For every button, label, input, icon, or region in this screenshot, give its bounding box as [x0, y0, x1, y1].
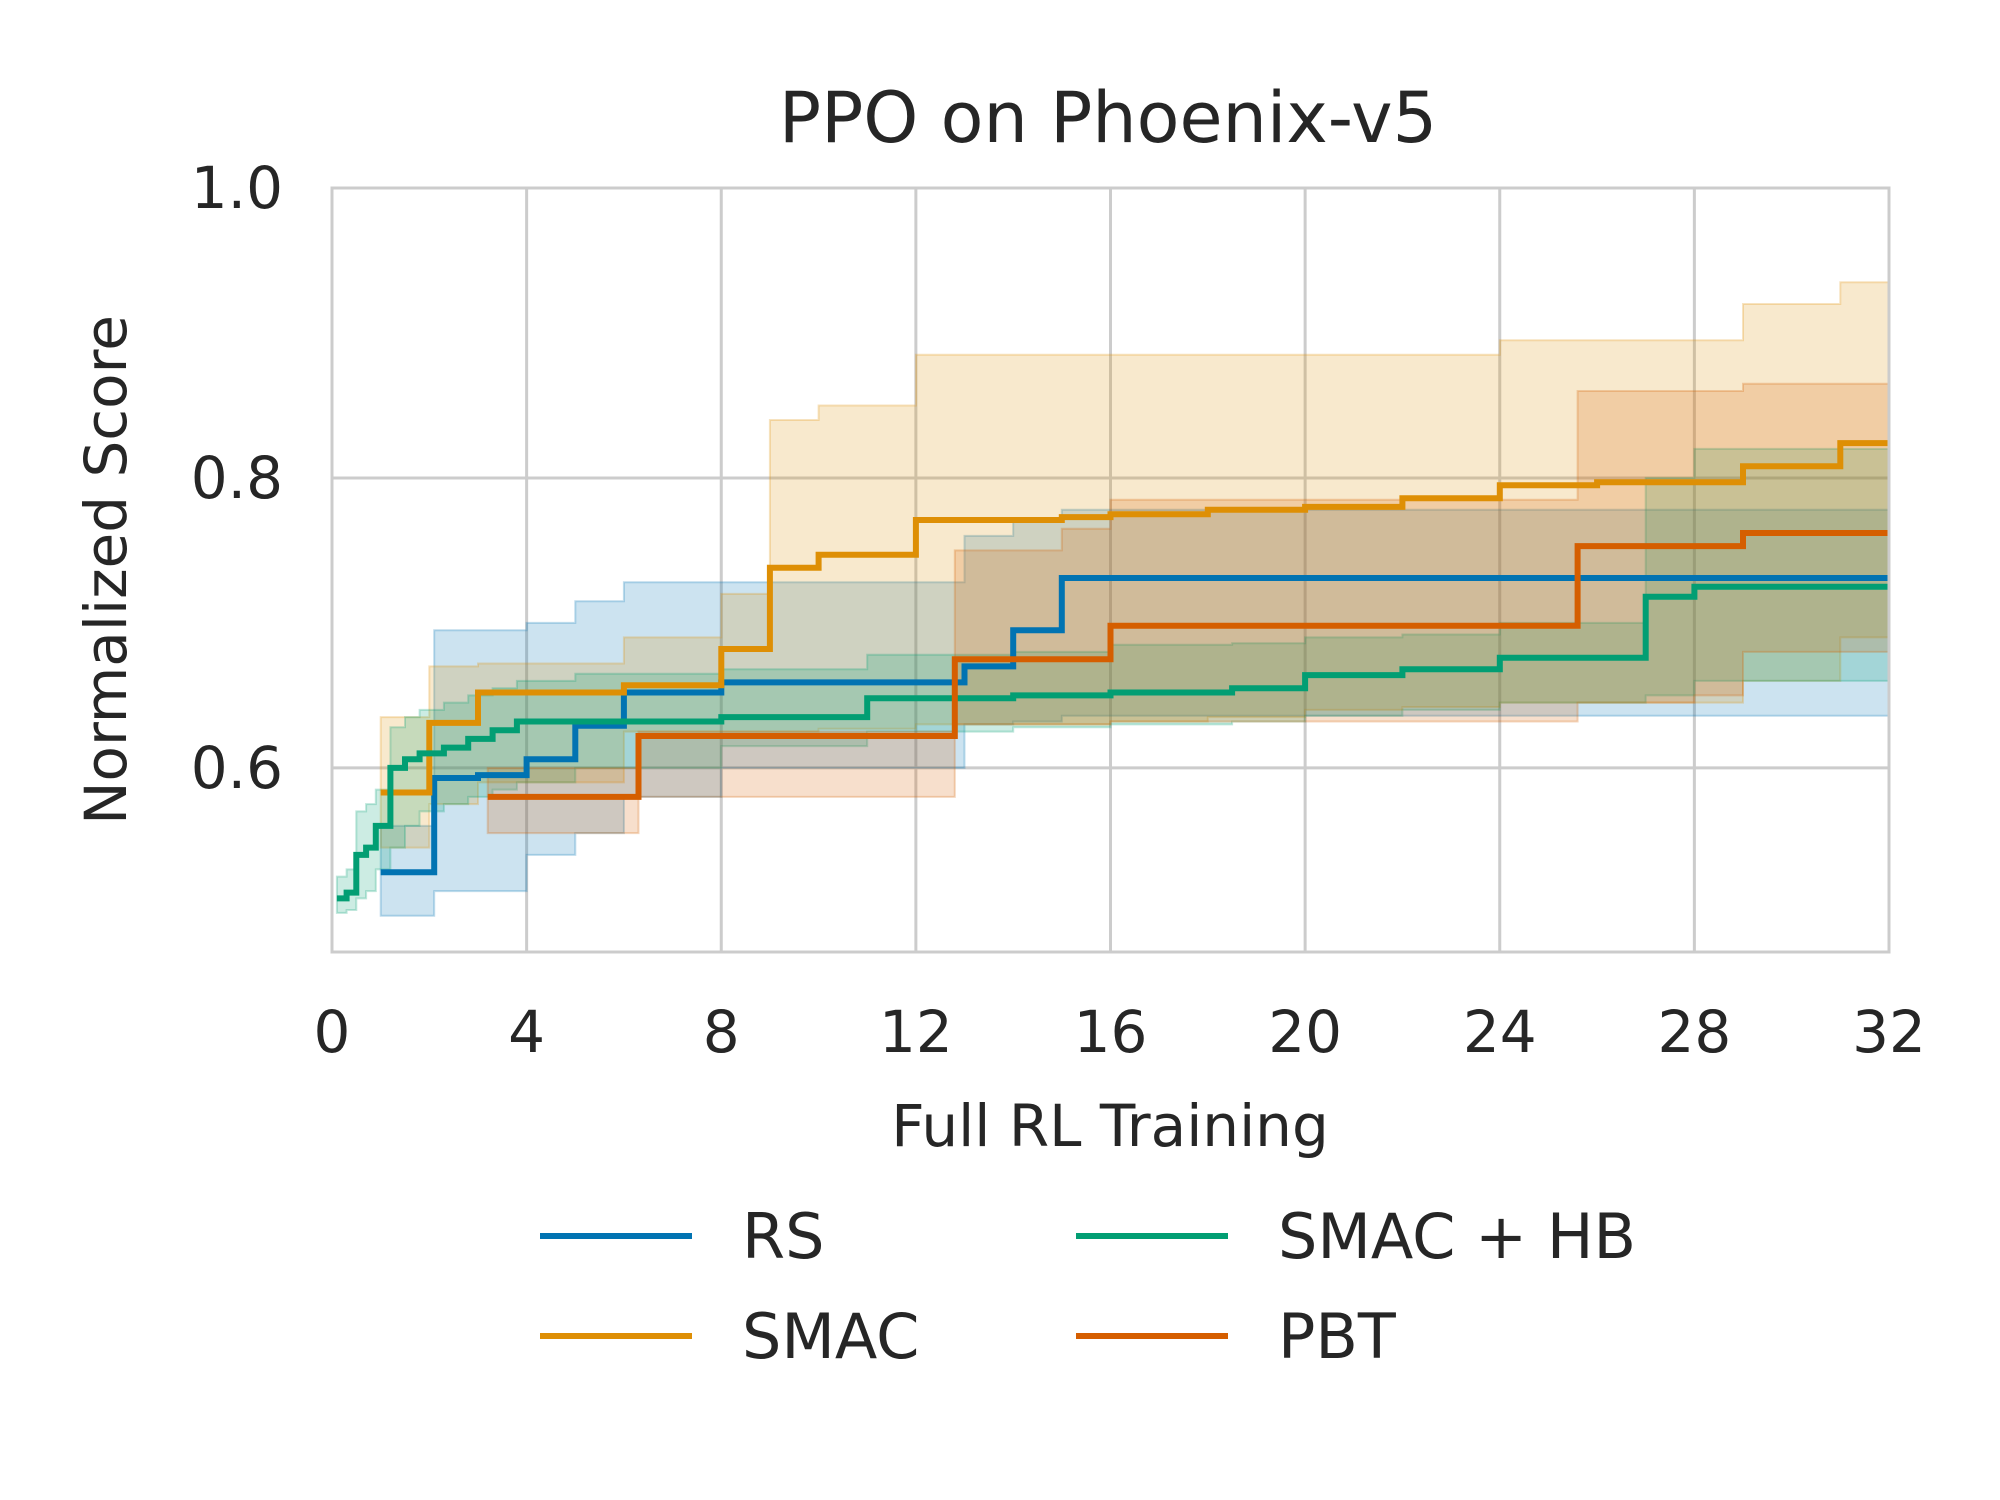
y-axis-label: Normalized Score: [72, 315, 140, 825]
line-series-1: [380, 440, 1889, 796]
legend-label-3: PBT: [1278, 1300, 1397, 1373]
x-tick-label-8: 32: [1852, 998, 1926, 1066]
x-axis-label: Full RL Training: [891, 1092, 1329, 1160]
legend-label-1: SMAC: [742, 1300, 919, 1373]
legend-label-0: RS: [742, 1200, 824, 1273]
line-series-3: [487, 530, 1889, 800]
x-tick-label-6: 24: [1463, 998, 1537, 1066]
x-tick-label-7: 28: [1657, 998, 1731, 1066]
x-tick-label-3: 12: [879, 998, 953, 1066]
legend-label-2: SMAC + HB: [1278, 1200, 1636, 1273]
y-tick-label-2: 1.0: [191, 154, 283, 222]
line-series-2: [336, 583, 1889, 902]
x-tick-labels: 0 4 8 12 16 20 24 28 32: [314, 998, 1926, 1066]
x-tick-label-2: 8: [703, 998, 740, 1066]
chart-title: PPO on Phoenix-v5: [779, 77, 1437, 159]
series-lines: [336, 440, 1889, 902]
plot-frame: [330, 186, 1891, 954]
x-tick-label-5: 20: [1268, 998, 1342, 1066]
y-tick-label-0: 0.6: [191, 734, 283, 802]
confidence-bands: [335, 281, 1890, 917]
y-tick-label-1: 0.8: [191, 444, 283, 512]
x-tick-label-0: 0: [314, 998, 351, 1066]
y-tick-labels: 0.6 0.8 1.0: [191, 154, 283, 802]
x-tick-label-1: 4: [508, 998, 545, 1066]
legend: RS SMAC SMAC + HB PBT: [540, 1200, 1636, 1373]
x-tick-label-4: 16: [1074, 998, 1148, 1066]
